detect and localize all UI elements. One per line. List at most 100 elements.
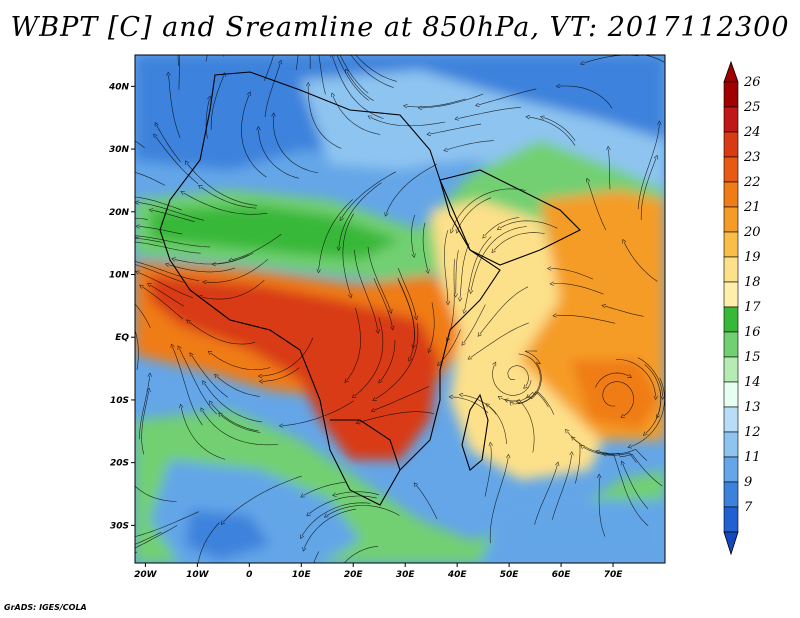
streamline bbox=[354, 317, 384, 397]
streamline bbox=[637, 124, 660, 210]
streamline-arrow bbox=[580, 60, 585, 66]
colorbar-label: 18 bbox=[744, 275, 761, 290]
streamline-arrow bbox=[539, 115, 545, 120]
streamline-arrow bbox=[352, 51, 356, 55]
colorbar-label: 19 bbox=[744, 250, 761, 265]
streamline-arrow bbox=[87, 225, 91, 229]
streamline bbox=[202, 410, 279, 446]
streamline bbox=[380, 339, 396, 381]
streamline bbox=[644, 364, 662, 416]
streamline-arrow bbox=[370, 408, 376, 413]
streamline bbox=[205, 55, 208, 62]
streamline-arrow bbox=[384, 212, 389, 217]
streamline-arrow bbox=[101, 168, 105, 172]
colorbar-swatch bbox=[723, 331, 739, 358]
streamline bbox=[210, 403, 259, 432]
streamline bbox=[135, 237, 139, 239]
streamline-arrow bbox=[453, 293, 458, 298]
streamline-arrow bbox=[660, 395, 665, 400]
streamline bbox=[552, 454, 572, 520]
streamline-arrow bbox=[348, 293, 353, 299]
lat-tick-label: EQ bbox=[115, 333, 129, 343]
streamline bbox=[555, 315, 616, 324]
streamline bbox=[138, 272, 193, 299]
streamline-arrow bbox=[321, 20, 324, 24]
streamline-arrow bbox=[202, 280, 207, 285]
streamline bbox=[168, 264, 236, 273]
streamline bbox=[156, 125, 181, 163]
streamline-arrow bbox=[344, 378, 349, 383]
streamline bbox=[303, 481, 346, 496]
streamline-arrow bbox=[135, 224, 140, 229]
streamline-arrow bbox=[402, 104, 408, 109]
streamline bbox=[447, 259, 455, 339]
colorbar-label: 15 bbox=[744, 350, 761, 365]
streamline bbox=[183, 192, 268, 215]
arabian-peninsula-coastline bbox=[439, 169, 581, 266]
colorbar-swatch bbox=[723, 406, 739, 433]
streamline bbox=[339, 55, 369, 94]
streamline-arrow bbox=[492, 361, 497, 367]
streamline-arrow bbox=[411, 344, 416, 349]
streamline-arrow bbox=[523, 384, 528, 389]
streamline bbox=[307, 85, 342, 149]
streamline-arrow bbox=[655, 414, 660, 419]
streamline bbox=[470, 226, 527, 291]
streamline-arrow bbox=[276, 24, 280, 28]
streamline-arrow bbox=[454, 116, 459, 121]
colorbar-label: 26 bbox=[743, 75, 761, 90]
colorbar-swatch bbox=[723, 106, 739, 133]
colorbar-label: 22 bbox=[743, 175, 761, 190]
streamline bbox=[326, 505, 400, 516]
streamline bbox=[493, 232, 545, 251]
streamline-arrow bbox=[256, 125, 261, 131]
streamline bbox=[135, 237, 163, 243]
streamline bbox=[220, 414, 261, 433]
streamline-arrow bbox=[345, 68, 349, 74]
streamline-arrow bbox=[125, 536, 129, 540]
streamline bbox=[553, 283, 604, 295]
streamline-arrow bbox=[546, 266, 552, 271]
streamline bbox=[598, 477, 606, 537]
coastlines bbox=[159, 71, 581, 506]
lon-tick-label: 10E bbox=[292, 570, 312, 580]
streamline-arrow bbox=[271, 112, 276, 117]
colorbar-swatch bbox=[723, 206, 739, 233]
streamline bbox=[375, 323, 419, 400]
streamline-arrow bbox=[76, 273, 80, 277]
streamline-arrow bbox=[627, 373, 632, 379]
streamline bbox=[429, 123, 482, 135]
streamline-arrow bbox=[228, 257, 233, 262]
streamline-arrow bbox=[176, 39, 180, 43]
southern-africa-border bbox=[330, 419, 401, 471]
streamline bbox=[216, 376, 260, 397]
streamline-arrow bbox=[316, 268, 321, 274]
streamline bbox=[135, 241, 201, 254]
streamline-arrow bbox=[207, 95, 212, 101]
streamline-arrow bbox=[171, 257, 176, 262]
colorbar-swatch bbox=[723, 181, 739, 208]
streamline bbox=[262, 367, 300, 382]
streamline-arrow bbox=[209, 400, 214, 405]
streamline bbox=[309, 55, 311, 69]
streamline bbox=[559, 85, 613, 109]
colorbar-swatch bbox=[723, 131, 739, 158]
streamline-arrow bbox=[525, 393, 531, 398]
streamline bbox=[455, 250, 459, 294]
lon-tick-label: 30E bbox=[396, 570, 416, 580]
streamline-arrow bbox=[413, 315, 419, 321]
colorbar-label: 13 bbox=[744, 400, 761, 415]
streamline-arrow bbox=[515, 398, 521, 404]
streamline bbox=[406, 98, 466, 108]
colorbar-label: 9 bbox=[744, 475, 752, 490]
streamline bbox=[135, 329, 139, 370]
streamline bbox=[637, 357, 663, 397]
streamline bbox=[608, 149, 611, 190]
streamline bbox=[210, 352, 271, 371]
lat-tick-label: 30S bbox=[110, 521, 129, 531]
streamline bbox=[138, 202, 204, 221]
streamline bbox=[135, 551, 138, 554]
streamline bbox=[200, 186, 257, 209]
streamline bbox=[215, 252, 254, 265]
streamline bbox=[231, 233, 282, 261]
